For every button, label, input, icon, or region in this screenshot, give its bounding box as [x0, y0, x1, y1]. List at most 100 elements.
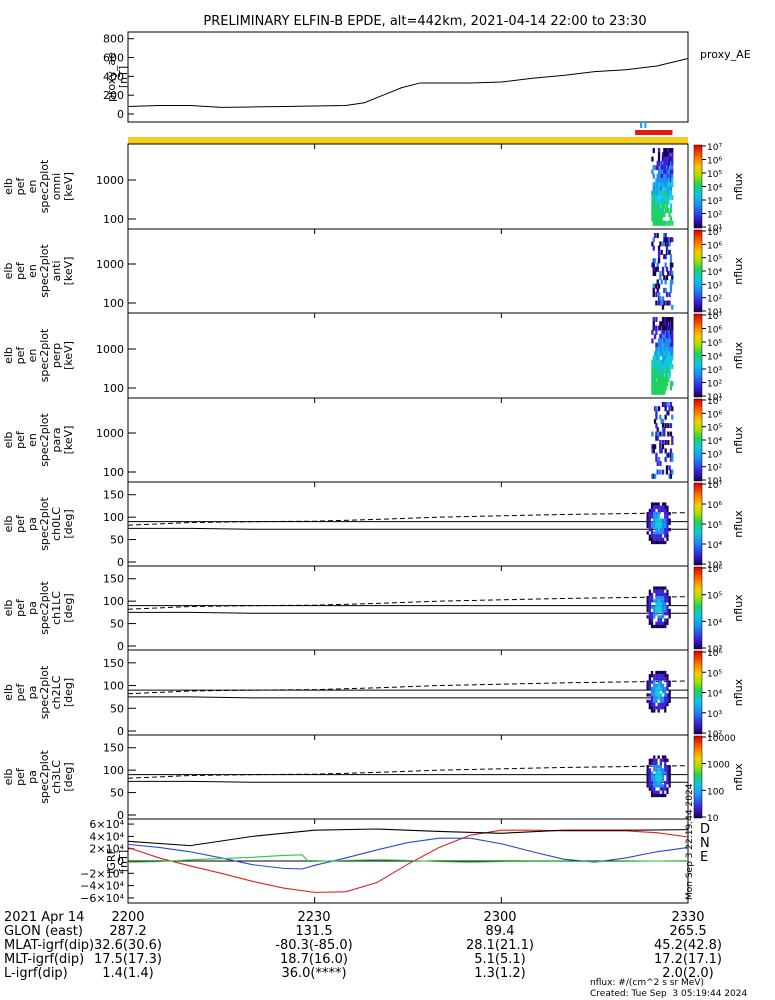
spectrogram-pixel: [664, 359, 667, 365]
ytick-label: 150: [103, 489, 124, 502]
spectrogram-pixel: [655, 355, 658, 361]
pa-pixel: [661, 615, 665, 619]
pa-pixel: [666, 781, 669, 785]
colorbar-label-text: nflux: [732, 341, 745, 369]
spectrogram-pixel: [663, 237, 666, 243]
spectrogram-pixel: [665, 177, 669, 183]
pa-flux-blob: [646, 670, 671, 713]
spectrogram-pixel: [664, 346, 667, 352]
pa-pixel: [661, 793, 665, 798]
ylabel-panel-9: IGRF [nT]: [105, 848, 130, 874]
pa-pixel: [648, 784, 652, 788]
ylabel-line: [deg]: [62, 762, 75, 791]
spectrogram-pixel: [671, 195, 674, 201]
spectrogram-pixel: [665, 329, 669, 335]
pa-pixel: [666, 608, 669, 613]
spectrogram-pixel: [669, 207, 673, 213]
pa-pixel: [650, 771, 654, 775]
pa-pixel: [659, 602, 663, 606]
spectrogram-pixel: [665, 321, 669, 327]
pa-pixel: [655, 596, 658, 600]
pa-pixel: [648, 528, 652, 532]
spectrogram-pixel: [665, 275, 669, 281]
pa-pixel: [661, 502, 665, 506]
spectrogram-pixel: [661, 346, 665, 352]
spectrogram-pixel: [659, 177, 662, 183]
ylabel-line: para: [50, 428, 63, 453]
pa-pixel: [655, 592, 658, 597]
pa-pixel: [655, 521, 658, 525]
pa-pixel: [653, 781, 656, 785]
pa-pixel: [657, 515, 660, 519]
spectrogram-pixel: [655, 165, 658, 171]
spectrogram-pixel: [657, 338, 661, 344]
spectrogram-pixel: [667, 452, 670, 458]
spectrogram-pixel: [661, 431, 665, 437]
spectrogram-pixel: [660, 418, 663, 424]
colorbar-tick-label: 10³: [707, 561, 722, 571]
spectrogram-pixel: [667, 173, 670, 179]
spectrogram-pixel: [668, 177, 671, 183]
spectrogram-pixel: [660, 342, 663, 348]
colorbar-tick-label: 10000: [707, 734, 736, 744]
spectrogram-pixel: [661, 469, 665, 475]
spectrogram-pixel: [659, 300, 662, 306]
pa-pixel: [646, 531, 649, 535]
pa-pixel: [659, 618, 663, 622]
colorbar-label-text: nflux: [732, 172, 745, 200]
pa-pixel: [648, 608, 652, 613]
pa-pixel: [655, 505, 658, 509]
spectrogram-pixel: [668, 406, 671, 412]
colorbar-panel-5: 10³ 10⁴ 10⁵ 10⁶ 10⁷ nflux: [693, 481, 745, 571]
pa-pixel: [653, 540, 656, 545]
spectrogram-pixel: [661, 203, 665, 209]
pa-pixel: [648, 621, 652, 625]
spectrogram-pixel: [653, 220, 657, 226]
pa-pixel: [657, 540, 660, 545]
pa-pixel: [653, 599, 656, 603]
pa-pixel: [646, 608, 649, 613]
spectrogram-pixel: [653, 212, 657, 218]
spectrogram-pixel: [657, 376, 661, 382]
spectrogram-pixel: [661, 351, 665, 357]
spectrogram-pixel: [667, 368, 670, 374]
spectrogram-pixel: [667, 334, 670, 340]
annotation-row-label: L-igrf(dip): [4, 966, 68, 981]
ytick-label: 100: [103, 297, 124, 310]
spectrogram-pixel: [668, 186, 671, 192]
ylabel-panel-0: proxy_ae [nT]: [105, 52, 130, 102]
spectrogram-pixel: [661, 169, 665, 175]
spectrogram-pixel: [660, 359, 663, 365]
spectrogram-pixel: [653, 325, 657, 331]
spectrogram-pixel: [663, 389, 666, 395]
annotation-value: 2300: [483, 910, 516, 925]
spectrogram-pixel: [664, 440, 667, 445]
pa-pixel: [661, 758, 665, 762]
spectrogram-pixel: [661, 177, 665, 183]
ylabel-line: elb: [2, 178, 15, 195]
pa-pixel: [655, 528, 658, 532]
ytick-label: 50: [110, 702, 124, 715]
spectrogram-pixel: [656, 190, 659, 196]
spectrogram-pixel: [653, 199, 657, 205]
ylabel-line: omni: [50, 173, 63, 200]
pa-pixel: [650, 674, 654, 678]
ylabel-line: pa: [26, 601, 39, 615]
spectrogram-pixel: [669, 287, 673, 293]
pa-pixel: [668, 765, 671, 769]
pa-pixel: [661, 518, 665, 522]
spectrogram-pixel: [655, 414, 658, 420]
pa-pixel: [664, 624, 667, 629]
spectrogram-pixel: [661, 368, 665, 374]
ylabel-line: en: [26, 264, 39, 278]
spectrogram-pixel: [663, 431, 666, 437]
pa-pixel: [661, 686, 665, 691]
colorbar-tick-label: 10⁷: [707, 481, 722, 491]
spectrogram-pixel: [665, 203, 669, 209]
spectrogram-pixel: [665, 292, 669, 298]
spectrogram-pixel: [653, 364, 657, 370]
pa-pixel: [659, 586, 663, 590]
spectrogram-pixel: [657, 254, 661, 260]
spectrogram-pixel: [657, 351, 661, 357]
pa-pixel: [646, 699, 649, 703]
